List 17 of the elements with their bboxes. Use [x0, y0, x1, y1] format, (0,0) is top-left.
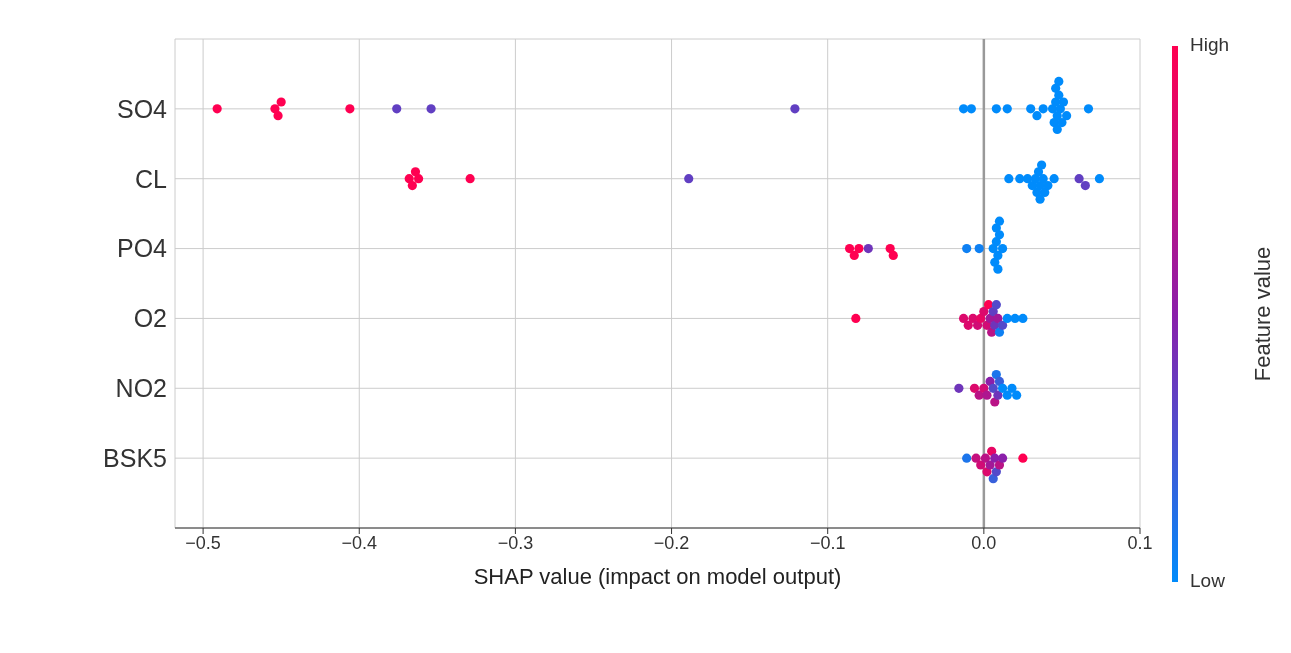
color-bar-label: Low — [1190, 570, 1226, 592]
y-tick-label: BSK5 — [103, 444, 167, 473]
y-tick-label: O2 — [133, 304, 167, 333]
x-tick-label: −0.4 — [341, 532, 378, 553]
y-tick-label: SO4 — [116, 94, 168, 123]
x-tick-label: 0.1 — [1127, 532, 1153, 553]
x-tick-label: −0.2 — [653, 532, 690, 553]
y-tick-label: CL — [135, 164, 168, 193]
color-bar-title: Feature value — [1250, 246, 1275, 382]
y-tick-label: NO2 — [115, 374, 167, 403]
x-tick-label: −0.3 — [497, 532, 534, 553]
x-tick-label: −0.5 — [185, 532, 221, 553]
x-tick-label: 0.0 — [971, 532, 997, 553]
x-tick-label: −0.1 — [809, 532, 846, 553]
color-bar-label: High — [1190, 34, 1230, 56]
x-axis-title: SHAP value (impact on model output) — [473, 564, 842, 589]
y-tick-label: PO4 — [116, 234, 168, 263]
